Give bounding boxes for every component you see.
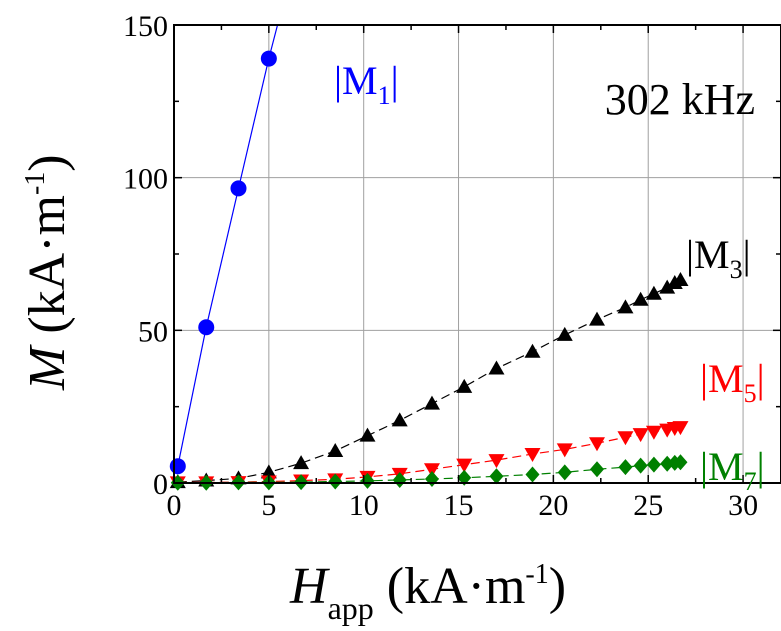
point-m1-2 <box>230 180 247 197</box>
x-tick-label-10: 10 <box>349 489 379 522</box>
y-tick-labels: 0 50 100 150 <box>123 10 168 501</box>
point-m3-7 <box>391 412 408 427</box>
x-tick-label-25: 25 <box>633 489 663 522</box>
point-m7-16 <box>646 456 661 473</box>
point-m3-11 <box>524 343 541 358</box>
y-axis-title: M (kA·m-1) <box>19 154 76 391</box>
point-m7-13 <box>590 461 605 478</box>
point-m1-0 <box>169 458 186 475</box>
series-label-m3: |M3| <box>686 232 751 284</box>
point-m7-11 <box>525 466 540 483</box>
point-m3-13 <box>589 311 606 326</box>
point-m5-11 <box>524 447 541 462</box>
point-m3-16 <box>645 285 662 300</box>
point-m5-12 <box>556 443 573 458</box>
y-tick-label-100: 100 <box>123 163 168 196</box>
point-m3-3 <box>260 464 277 479</box>
point-m3-6 <box>359 427 376 442</box>
point-m7-15 <box>633 457 648 474</box>
x-tick-label-15: 15 <box>444 489 474 522</box>
point-m3-8 <box>423 395 440 410</box>
point-m7-10 <box>489 468 504 485</box>
axis-ticks <box>173 24 781 484</box>
x-tick-labels: 0 5 10 15 20 25 30 <box>167 489 759 522</box>
point-m3-15 <box>632 291 649 306</box>
point-m3-19 <box>672 271 689 286</box>
x-tick-label-5: 5 <box>261 489 276 522</box>
series-line-m7 <box>177 461 681 483</box>
point-m5-13 <box>589 437 606 452</box>
x-tick-label-0: 0 <box>167 489 182 522</box>
point-m3-12 <box>556 326 573 341</box>
grid-lines <box>174 25 781 483</box>
series-label-m7: |M7| <box>700 444 765 496</box>
point-m7-14 <box>618 459 633 476</box>
point-m3-5 <box>327 442 344 457</box>
x-axis-title: Happ (kA·m-1) <box>289 558 566 626</box>
point-m3-4 <box>293 455 310 470</box>
point-m3-14 <box>617 299 634 314</box>
point-m7-5 <box>328 473 343 490</box>
series-line-m3 <box>177 279 681 483</box>
point-m5-9 <box>456 458 473 473</box>
x-tick-label-30: 30 <box>728 489 758 522</box>
point-m5-19 <box>672 421 689 436</box>
point-m1-1 <box>198 319 215 336</box>
point-m5-16 <box>645 425 662 440</box>
point-m7-19 <box>673 454 688 471</box>
point-m5-15 <box>632 428 649 443</box>
y-tick-label-50: 50 <box>138 315 168 348</box>
point-m7-12 <box>557 464 572 481</box>
y-tick-label-0: 0 <box>153 468 168 501</box>
point-m3-10 <box>488 360 505 375</box>
point-m1-3 <box>260 50 277 67</box>
point-m3-9 <box>456 378 473 393</box>
x-tick-label-20: 20 <box>538 489 568 522</box>
y-tick-label-150: 150 <box>123 10 168 43</box>
point-m3-17 <box>659 279 676 294</box>
series-label-m1: |M1| <box>334 58 399 110</box>
point-m7-9 <box>457 469 472 486</box>
point-m5-10 <box>488 454 505 469</box>
frequency-annotation: 302 kHz <box>605 75 755 124</box>
series-label-m5: |M5| <box>700 356 765 408</box>
point-m5-14 <box>617 431 634 446</box>
point-m5-8 <box>423 463 440 478</box>
